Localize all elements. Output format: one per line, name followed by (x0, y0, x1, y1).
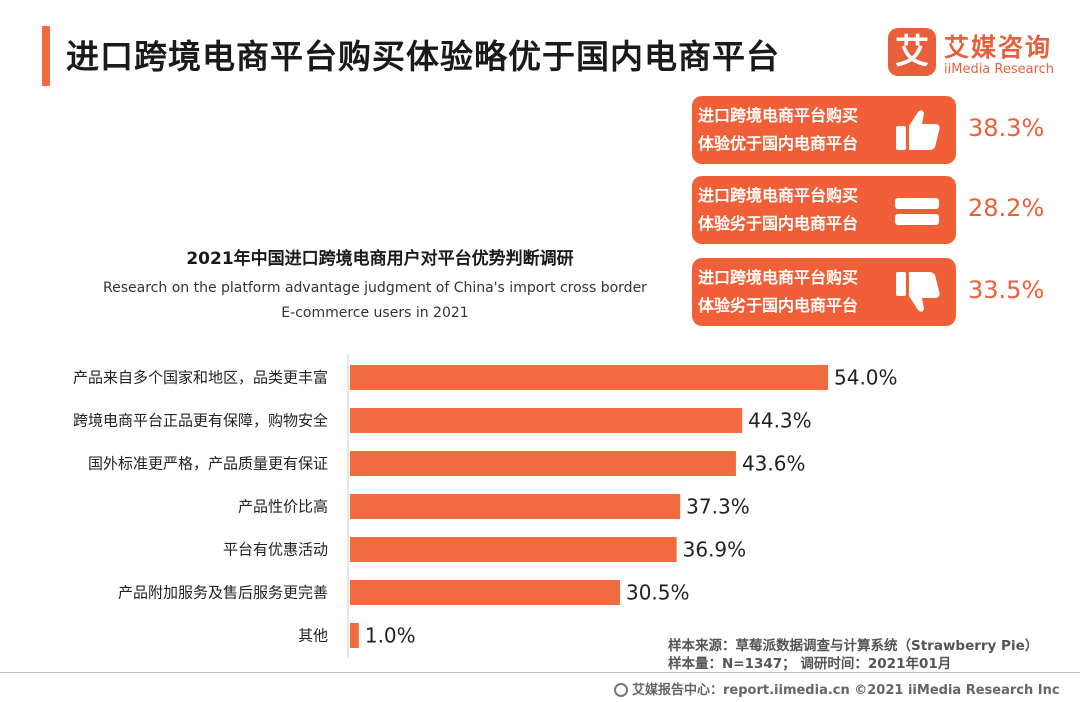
judgment-card-worse: 进口跨境电商平台购买 体验劣于国内电商平台 28.2% (692, 176, 1044, 244)
bar-chart: 产品来自多个国家和地区，品类更丰富 54.0% 跨境电商平台正品更有保障，购物安全 4… (73, 354, 898, 658)
footer: 艾媒报告中心：report.iimedia.cn ©2021 iiMedia R… (614, 679, 1060, 698)
bar (350, 451, 736, 476)
judgment-text-line1: 进口跨境电商平台购买 (698, 106, 859, 125)
value-label: 30.5% (626, 581, 690, 605)
judgment-card-worse-2: 进口跨境电商平台购买 体验劣于国内电商平台 33.5% (692, 258, 1044, 326)
category-label: 跨境电商平台正品更有保障，购物安全 (73, 412, 328, 430)
value-label: 37.3% (686, 495, 750, 519)
judgment-text: 进口跨境电商平台购买 体验劣于国内电商平台 (698, 264, 886, 320)
chart-title: 2021年中国进口跨境电商用户对平台优势判断调研 (186, 249, 574, 269)
footer-divider (0, 672, 1080, 673)
judgment-text-line1: 进口跨境电商平台购买 (698, 186, 859, 205)
value-label: 44.3% (748, 409, 812, 433)
judgment-text-line2: 体验劣于国内电商平台 (698, 214, 859, 233)
bar (350, 494, 681, 519)
thumbs-down-icon (896, 272, 940, 312)
globe-icon (614, 683, 628, 697)
category-label: 国外标准更严格，产品质量更有保证 (88, 455, 328, 473)
logo-name-en: iiMedia Research (944, 62, 1055, 77)
value-label: 54.0% (834, 366, 898, 390)
judgment-text-line2: 体验劣于国内电商平台 (698, 296, 859, 315)
judgment-text-line1: 进口跨境电商平台购买 (698, 268, 859, 287)
category-label: 平台有优惠活动 (223, 541, 328, 559)
judgment-percent: 38.3% (968, 114, 1045, 142)
thumbs-up-icon (896, 110, 940, 150)
chart-subtitle-line2: E-commerce users in 2021 (281, 305, 469, 321)
logo-mark: 艾 (888, 28, 936, 76)
bar (350, 537, 677, 562)
value-label: 36.9% (683, 538, 747, 562)
bar (350, 623, 359, 648)
footer-text: 艾媒报告中心：report.iimedia.cn ©2021 iiMedia R… (632, 683, 1060, 698)
page-title: 进口跨境电商平台购买体验略优于国内电商平台 (66, 37, 780, 76)
judgment-text-line2: 体验优于国内电商平台 (698, 134, 859, 153)
judgment-text: 进口跨境电商平台购买 体验优于国内电商平台 (698, 102, 886, 158)
value-label: 43.6% (742, 452, 806, 476)
title-accent-bar (42, 26, 50, 86)
judgment-text: 进口跨境电商平台购买 体验劣于国内电商平台 (698, 182, 886, 238)
category-label: 其他 (298, 627, 328, 645)
sample-size-note: 样本量：N=1347； 调研时间：2021年01月 (668, 656, 952, 672)
value-label: 1.0% (365, 624, 416, 648)
logo-name-cn: 艾媒咨询 (944, 33, 1053, 62)
judgment-card-better: 进口跨境电商平台购买 体验优于国内电商平台 38.3% (692, 96, 1044, 164)
judgment-percent: 33.5% (968, 276, 1045, 304)
equal-icon (895, 198, 939, 225)
sample-source-note: 样本来源：草莓派数据调查与计算系统（Strawberry Pie） (668, 638, 1039, 654)
chart-subtitle: Research on the platform advantage judgm… (90, 276, 660, 326)
category-label: 产品附加服务及售后服务更完善 (118, 584, 328, 602)
brand-logo: 艾 艾媒咨询 iiMedia Research (888, 28, 1068, 82)
chart-subtitle-line1: Research on the platform advantage judgm… (103, 280, 647, 296)
bar (350, 365, 828, 390)
category-label: 产品性价比高 (238, 498, 328, 516)
bar (350, 408, 743, 433)
judgment-percent: 28.2% (968, 194, 1045, 222)
category-label: 产品来自多个国家和地区，品类更丰富 (73, 369, 328, 387)
bar (350, 580, 620, 605)
